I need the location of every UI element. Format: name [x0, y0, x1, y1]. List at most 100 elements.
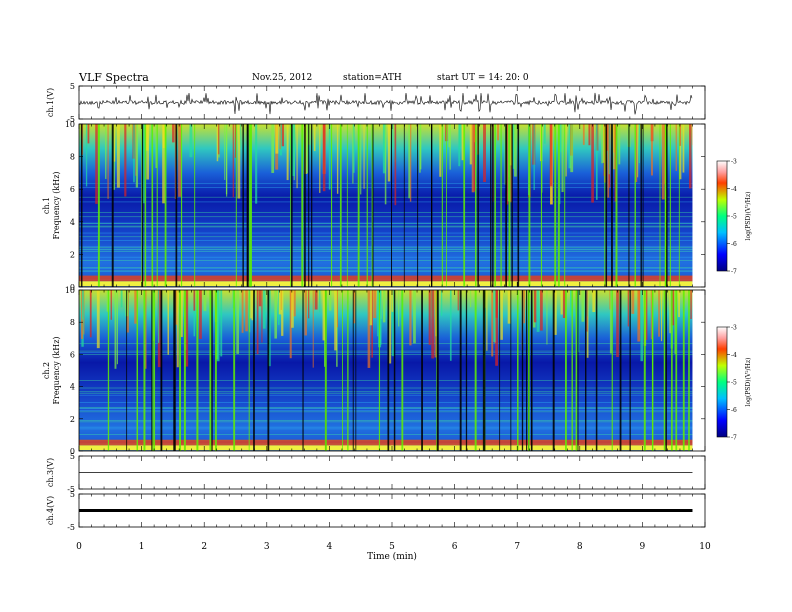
sferic-burst	[671, 290, 675, 326]
sferic-burst	[543, 124, 546, 144]
sferic-burst	[507, 290, 511, 324]
y-tick-label: 4	[70, 218, 75, 227]
y-tick-label: 10	[65, 120, 75, 129]
sferic-burst	[120, 290, 123, 308]
sferic-burst	[435, 290, 437, 337]
sferic-burst	[609, 290, 613, 354]
sferic-burst	[271, 124, 275, 173]
sferic-burst	[89, 290, 92, 338]
y-tick-label: 8	[70, 153, 75, 162]
y-axis-label: ch.3(V)	[46, 458, 55, 487]
sferic-burst	[363, 124, 365, 189]
y-tick-label: 8	[70, 318, 75, 327]
sferic-burst	[232, 124, 234, 198]
sferic-burst	[262, 290, 266, 329]
x-tick-label: 7	[514, 542, 520, 552]
sferic-burst	[193, 290, 196, 337]
sferic-burst	[387, 124, 391, 182]
sferic-burst	[267, 290, 271, 367]
sferic-burst	[226, 124, 228, 197]
sferic-burst	[236, 290, 239, 354]
sferic-burst	[328, 124, 331, 190]
sferic-burst	[292, 124, 295, 177]
sferic-burst	[627, 290, 629, 327]
sferic-burst	[224, 124, 226, 180]
sferic-burst	[256, 290, 259, 355]
sferic-burst	[180, 290, 183, 338]
colorbar-tick-label: -4	[731, 352, 737, 359]
spectrogram-background	[79, 290, 693, 451]
sferic-burst	[174, 290, 178, 325]
sferic-burst	[439, 124, 442, 177]
sferic-burst	[319, 124, 321, 193]
sferic-burst	[588, 124, 591, 146]
sferic-burst	[135, 124, 139, 188]
sferic-burst	[384, 124, 387, 205]
sferic-burst	[514, 124, 517, 177]
colorbar-tick-label: -5	[731, 214, 737, 221]
y-axis-label: Frequency (kHz)	[52, 171, 61, 239]
sferic-burst	[640, 290, 644, 362]
sferic-burst	[568, 124, 572, 169]
sferic-burst	[116, 124, 120, 188]
sferic-burst	[378, 290, 382, 345]
sferic-burst	[144, 290, 147, 369]
sferic-burst	[336, 290, 339, 328]
sferic-burst	[146, 124, 149, 180]
sferic-burst	[570, 290, 572, 316]
sferic-burst	[278, 290, 280, 325]
sferic-burst	[220, 290, 223, 357]
panel-3	[78, 289, 706, 452]
sferic-burst	[279, 124, 282, 156]
sferic-burst	[249, 290, 252, 319]
sferic-burst	[394, 124, 397, 206]
y-tick-label: 2	[70, 415, 75, 424]
y-tick-label: 0	[70, 283, 75, 292]
panel-2	[78, 123, 706, 288]
sferic-burst	[483, 124, 486, 182]
x-tick-label: 9	[640, 542, 646, 552]
sferic-burst	[441, 290, 443, 316]
sferic-burst	[172, 124, 175, 143]
sferic-burst	[603, 124, 605, 163]
sferic-burst	[203, 290, 207, 311]
x-tick-label: 10	[699, 542, 711, 552]
sferic-burst	[586, 290, 588, 332]
sferic-burst	[353, 290, 356, 324]
sferic-burst	[281, 124, 285, 147]
sferic-burst	[124, 124, 127, 197]
colorbar	[716, 326, 728, 438]
sferic-burst	[420, 124, 422, 170]
sferic-burst	[533, 124, 535, 190]
sferic-burst	[116, 290, 118, 365]
figure-title: VLF Spectra	[79, 71, 149, 84]
sferic-burst	[329, 290, 332, 311]
sferic-burst	[500, 290, 503, 340]
waveform-trace	[78, 92, 693, 115]
sferic-burst	[497, 124, 499, 141]
sferic-burst	[293, 290, 296, 317]
sferic-burst	[216, 290, 220, 362]
sferic-burst	[565, 124, 567, 177]
sferic-burst	[279, 124, 281, 150]
sferic-burst	[449, 124, 451, 170]
sferic-burst	[637, 124, 639, 178]
sferic-burst	[391, 290, 395, 357]
sferic-burst	[275, 124, 279, 154]
x-axis-label: Time (min)	[367, 551, 417, 562]
sferic-burst	[106, 290, 109, 312]
sferic-burst	[507, 124, 510, 202]
sferic-burst	[107, 124, 109, 199]
sferic-burst	[678, 290, 680, 318]
sferic-burst	[428, 290, 431, 345]
sferic-burst	[306, 124, 309, 174]
sferic-burst	[174, 124, 177, 200]
sferic-burst	[560, 124, 562, 152]
sferic-burst	[189, 124, 193, 158]
x-tick-label: 0	[76, 542, 82, 552]
sferic-burst	[586, 290, 589, 358]
sferic-burst	[145, 124, 149, 151]
sferic-burst	[289, 290, 292, 359]
sferic-burst	[658, 290, 660, 337]
sferic-burst	[133, 124, 135, 183]
